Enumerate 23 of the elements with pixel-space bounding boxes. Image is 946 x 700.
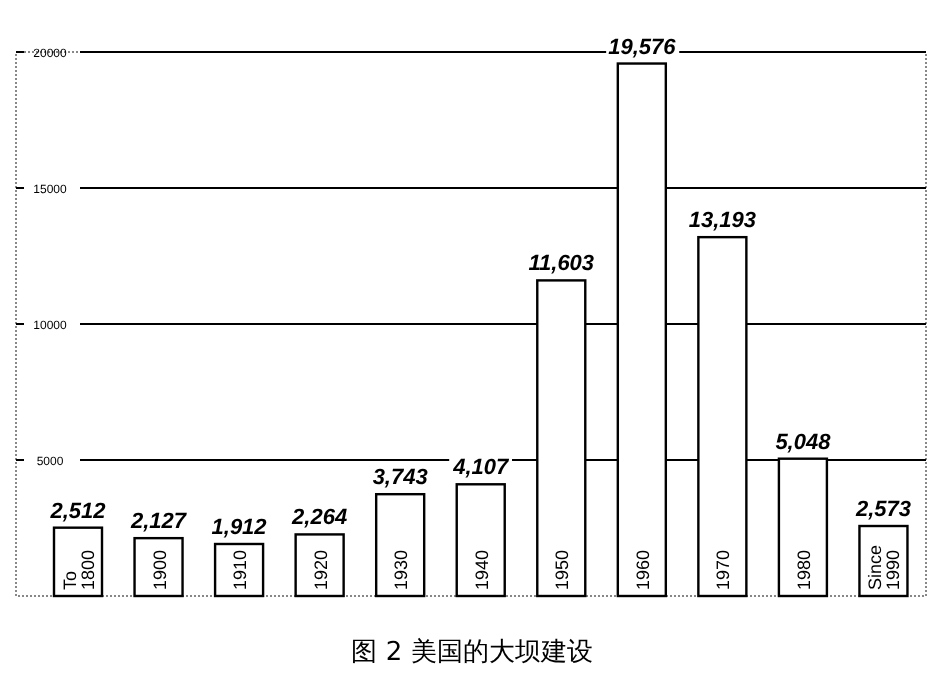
data-label: 2,264 — [290, 506, 348, 531]
x-tick-label: 1980 — [793, 549, 814, 590]
data-label: 5,048 — [775, 430, 833, 455]
data-label: 11,603 — [528, 252, 595, 277]
x-tick-label: 1920 — [310, 549, 331, 590]
data-label: 13,193 — [688, 209, 757, 234]
data-label: 1,912 — [211, 515, 267, 540]
x-tick-label: Since 1990 — [865, 544, 904, 590]
x-tick-label: 1970 — [713, 549, 734, 590]
data-label: 3,743 — [372, 466, 428, 491]
text: 图 2 美国的大坝建设 — [351, 636, 593, 668]
data-label: 2,573 — [853, 498, 911, 523]
x-tick-label: To 1800 — [60, 549, 98, 590]
x-tick-label: 1930 — [391, 549, 412, 590]
data-label: 19,576 — [608, 35, 678, 60]
x-tick-label: 1960 — [632, 549, 653, 590]
x-tick-label: 1940 — [471, 549, 492, 590]
data-label: 2,127 — [129, 510, 188, 535]
data-label: 2,512 — [48, 499, 106, 524]
x-tick-label: 1900 — [149, 549, 170, 590]
data-label: 4,107 — [451, 456, 511, 481]
x-tick-label: 1910 — [230, 549, 251, 590]
x-tick-label: 1950 — [552, 549, 573, 590]
